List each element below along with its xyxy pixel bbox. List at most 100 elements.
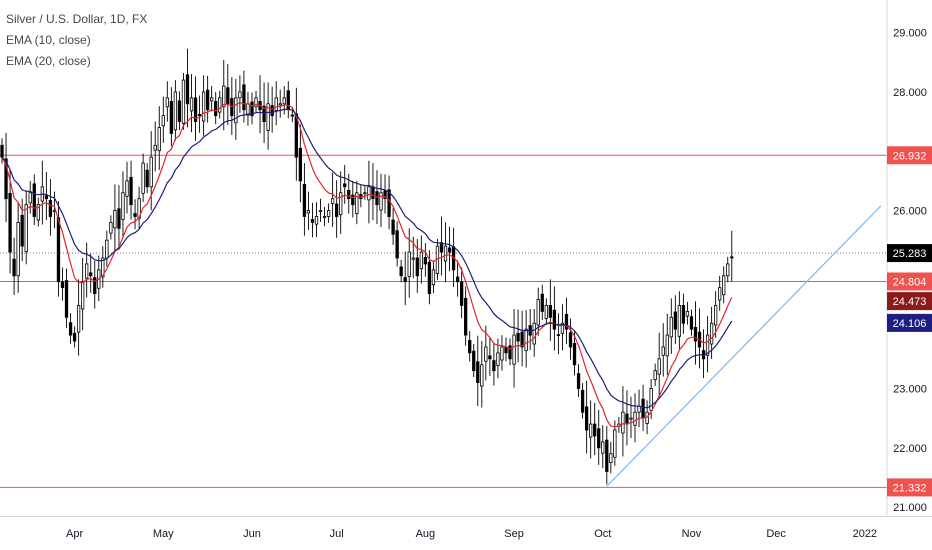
candle-down xyxy=(250,101,254,117)
candle-up xyxy=(149,156,153,188)
candle-down xyxy=(568,332,573,348)
last-price-tag: 25.283 xyxy=(893,248,927,260)
candle-up xyxy=(314,216,319,225)
candle-down xyxy=(351,194,355,206)
level-price-tag-bg xyxy=(887,272,932,291)
candle-down xyxy=(464,297,468,336)
candle-down xyxy=(520,331,524,348)
candle-down xyxy=(290,114,294,117)
candle-up xyxy=(330,198,335,204)
candle-up xyxy=(306,210,311,214)
candle-up xyxy=(16,222,20,277)
candle-up xyxy=(278,103,282,106)
candle-down xyxy=(347,189,351,200)
candle-down xyxy=(48,200,53,217)
candle-down xyxy=(552,309,557,330)
candle-down xyxy=(93,277,97,294)
candle-up xyxy=(201,91,206,122)
level-price-tag: 24.804 xyxy=(893,276,927,288)
candle-up xyxy=(210,97,214,102)
candle-down xyxy=(548,305,552,318)
candle-up xyxy=(560,322,565,334)
candle-down xyxy=(399,266,403,277)
candle-up xyxy=(685,310,690,317)
candle-up xyxy=(657,358,661,375)
candle-up xyxy=(24,204,28,252)
candle-up xyxy=(254,97,258,108)
candle-up xyxy=(157,127,161,152)
candle-up xyxy=(339,192,343,216)
candle-down xyxy=(597,428,601,449)
time-tick-label: Jul xyxy=(330,528,344,540)
legend-ema-fast: EMA (10, close) xyxy=(6,33,91,47)
candle-up xyxy=(161,115,165,127)
candle-down xyxy=(625,413,629,425)
ema-fast-price-tag-bg xyxy=(887,292,932,311)
candle-down xyxy=(56,217,61,283)
candle-up xyxy=(544,305,548,319)
candle-up xyxy=(36,204,40,221)
candle-up xyxy=(125,180,129,197)
candle-down xyxy=(556,334,561,336)
candle-down xyxy=(492,360,496,372)
candle-up xyxy=(705,334,710,356)
price-tick-label: 29.000 xyxy=(893,28,927,40)
candle-down xyxy=(415,257,419,277)
candle-down xyxy=(117,208,121,229)
candle-down xyxy=(641,398,645,419)
candle-up xyxy=(109,222,113,234)
candle-up xyxy=(677,305,682,337)
candle-down xyxy=(12,258,16,277)
time-tick-label: Aug xyxy=(416,528,436,540)
candle-down xyxy=(133,213,137,217)
candle-down xyxy=(185,74,190,105)
candle-up xyxy=(153,144,157,151)
candle-up xyxy=(609,453,613,464)
candle-up xyxy=(282,97,286,105)
candle-down xyxy=(584,406,589,431)
candle-down xyxy=(8,192,12,253)
time-tick-label: Jun xyxy=(243,528,261,540)
ema-10-line xyxy=(1,101,733,428)
candle-down xyxy=(230,98,234,117)
candle-up xyxy=(532,322,536,345)
candle-up xyxy=(141,162,145,194)
candle-down xyxy=(730,256,734,259)
candle-down xyxy=(145,169,149,188)
candle-down xyxy=(472,350,476,372)
candle-down xyxy=(0,144,4,158)
time-tick-label: Dec xyxy=(766,528,786,540)
candle-down xyxy=(169,101,174,134)
last-price-tag-bg xyxy=(887,244,932,263)
ema-slow-price-tag-bg xyxy=(887,313,932,332)
candle-up xyxy=(266,103,270,131)
candle-up xyxy=(589,423,593,438)
candle-down xyxy=(447,247,452,253)
candle-up xyxy=(181,79,186,124)
price-tick-label: 26.000 xyxy=(893,206,927,218)
candle-up xyxy=(274,97,278,111)
candle-up xyxy=(411,257,415,260)
candle-down xyxy=(375,191,379,206)
candle-up xyxy=(601,441,605,454)
candle-down xyxy=(605,439,609,472)
candle-down xyxy=(270,105,274,117)
candle-up xyxy=(218,97,222,113)
candle-down xyxy=(468,340,472,354)
candle-up xyxy=(76,305,81,333)
candle-up xyxy=(665,334,669,357)
candle-up xyxy=(709,322,714,345)
candle-down xyxy=(564,313,569,330)
candle-up xyxy=(121,192,125,220)
candle-up xyxy=(238,91,242,99)
candle-down xyxy=(455,276,460,283)
support-trendline[interactable] xyxy=(606,205,882,487)
candle-up xyxy=(367,186,371,201)
candle-up xyxy=(718,287,722,301)
candle-up xyxy=(661,346,665,356)
candle-down xyxy=(60,281,65,289)
candle-down xyxy=(4,158,8,200)
candle-up xyxy=(173,91,178,131)
level-price-tag: 26.932 xyxy=(893,150,927,162)
